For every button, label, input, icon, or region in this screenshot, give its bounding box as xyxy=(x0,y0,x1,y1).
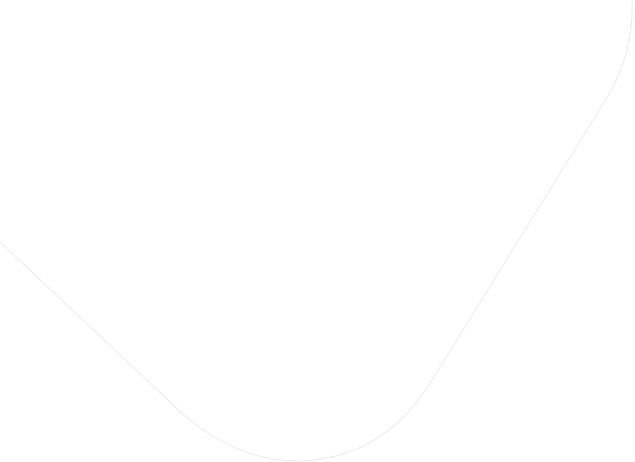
rounded-shape-outline xyxy=(0,0,633,462)
decorative-background-shape xyxy=(0,0,633,462)
